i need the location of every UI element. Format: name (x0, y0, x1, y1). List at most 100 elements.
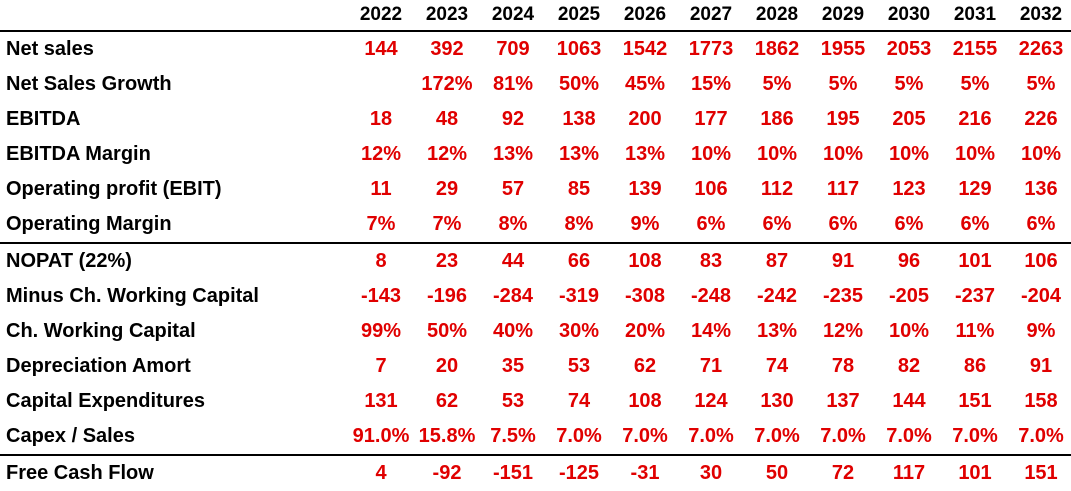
cell-value: 186 (760, 108, 794, 130)
cell-value: 6% (828, 213, 858, 235)
cell-value: 99% (360, 320, 402, 342)
table-row: Net Sales Growth 172% 81% 50% 45% 15% 5% 5% 5% 5%… (0, 67, 1071, 102)
year-header: 2025 (546, 0, 612, 32)
cell-value: 6% (960, 213, 990, 235)
cell-value: 11 (370, 178, 392, 200)
cell-value: 7 (375, 355, 387, 377)
row-label: Capital Expenditures (6, 390, 205, 412)
cell-value: 35 (501, 355, 525, 377)
cell-value: 117 (826, 178, 860, 200)
cell-value: 40% (492, 320, 534, 342)
cell-value: 13% (492, 143, 534, 165)
cell-value: 10% (690, 143, 732, 165)
cell-value: 7.5% (490, 425, 536, 447)
cell-value: 87 (744, 242, 810, 279)
cell-value: 226 (1024, 108, 1058, 130)
cell-value: -284 (492, 285, 534, 307)
cell-value: 129 (958, 178, 992, 200)
cell-value: 74 (567, 390, 591, 412)
cell-value: 117 (876, 454, 942, 491)
table-row: EBITDA Margin 12% 12% 13% 13% 13% 10% 10% 10% 10%… (0, 137, 1071, 172)
cell-value: 30 (678, 454, 744, 491)
cell-value: -237 (954, 285, 996, 307)
cell-value: 50 (744, 454, 810, 491)
cell-value: 101 (942, 242, 1008, 279)
cell-value: 10% (888, 143, 930, 165)
cell-value: 108 (628, 390, 662, 412)
cell-value: 23 (414, 242, 480, 279)
cell-value: -196 (426, 285, 468, 307)
year-header: 2023 (414, 0, 480, 32)
row-label: EBITDA Margin (6, 143, 151, 165)
cell-value: -308 (624, 285, 666, 307)
cell-value: 10% (1020, 143, 1062, 165)
cell-value: 139 (628, 178, 662, 200)
cell-value: 96 (876, 242, 942, 279)
cell-value: 2053 (886, 38, 932, 60)
cell-value: 137 (826, 390, 860, 412)
cell-value: 50% (558, 73, 600, 95)
cell-value: 131 (364, 390, 398, 412)
cell-value: 216 (958, 108, 992, 130)
cell-value: 8% (564, 213, 594, 235)
cell-value: 66 (546, 242, 612, 279)
table-row: Free Cash Flow 4 -92 -151 -125 -31 30 50 72 117 10… (0, 454, 1071, 491)
cell-value: 709 (496, 38, 530, 60)
cell-value: 12% (426, 143, 468, 165)
table-row: Operating Margin 7% 7% 8% 8% 9% 6% 6% 6% 6% 6% 6% (0, 207, 1071, 243)
cell-value: 81% (492, 73, 534, 95)
row-label: Net sales (6, 38, 94, 60)
cell-value: 2263 (1018, 38, 1064, 60)
table-row: Depreciation Amort 7 20 35 53 62 71 74 78 82 86 91 (0, 349, 1071, 384)
cell-value: -319 (558, 285, 600, 307)
cell-value: 9% (1026, 320, 1056, 342)
cell-value: 62 (633, 355, 657, 377)
cell-value: 130 (760, 390, 794, 412)
table-row: NOPAT (22%) 8 23 44 66 108 83 87 91 96 101 106 (0, 242, 1071, 279)
cell-value: 14% (690, 320, 732, 342)
cell-value: 5% (894, 73, 924, 95)
cell-value: 1862 (754, 38, 800, 60)
cell-value: 78 (831, 355, 855, 377)
year-header: 2024 (480, 0, 546, 32)
cell-value: 92 (501, 108, 525, 130)
row-label: Operating profit (EBIT) (6, 178, 222, 200)
cell-value: 8 (348, 242, 414, 279)
cell-value: -248 (690, 285, 732, 307)
table-body: Net sales 144 392 709 1063 1542 1773 1862 1955 20… (0, 31, 1071, 491)
cell-value: 177 (694, 108, 728, 130)
cell-value: 2155 (952, 38, 998, 60)
cell-value: 12% (822, 320, 864, 342)
row-label: Minus Ch. Working Capital (6, 285, 259, 307)
year-header: 2031 (942, 0, 1008, 32)
cell-value: 205 (892, 108, 926, 130)
cell-value: 7% (432, 213, 462, 235)
cell-value: 151 (958, 390, 992, 412)
table-row: Capex / Sales 91.0% 15.8% 7.5% 7.0% 7.0% 7.0% 7… (0, 419, 1071, 455)
table-row: Net sales 144 392 709 1063 1542 1773 1862 1955 20… (0, 31, 1071, 67)
year-header: 2022 (348, 0, 414, 32)
cell-value: -204 (1020, 285, 1062, 307)
cell-value: 29 (435, 178, 459, 200)
cell-value: 7.0% (1018, 425, 1064, 447)
cell-value: 124 (694, 390, 728, 412)
cell-value: 1773 (688, 38, 734, 60)
year-header: 2027 (678, 0, 744, 32)
cell-value: 15.8% (418, 425, 476, 447)
cell-value: 8% (498, 213, 528, 235)
cell-value: 151 (1008, 454, 1071, 491)
cell-value: 13% (558, 143, 600, 165)
cell-value: 136 (1024, 178, 1058, 200)
year-header: 2028 (744, 0, 810, 32)
cell-value: 53 (567, 355, 591, 377)
cell-value: 138 (562, 108, 596, 130)
cell-value: 10% (756, 143, 798, 165)
cell-value: 86 (963, 355, 987, 377)
header-corner (0, 0, 348, 32)
cell-value: 57 (501, 178, 525, 200)
cell-value: 30% (558, 320, 600, 342)
cell-value: 7.0% (622, 425, 668, 447)
cell-value: 195 (826, 108, 860, 130)
row-label: Free Cash Flow (0, 454, 348, 491)
